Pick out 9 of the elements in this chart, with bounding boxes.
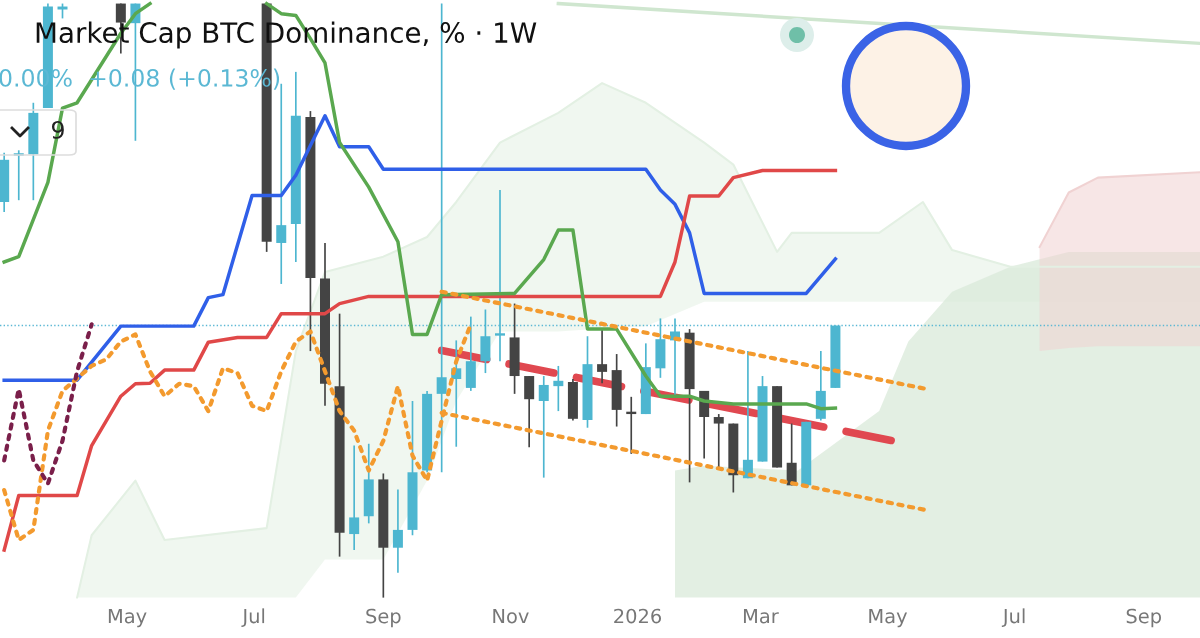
x-tick-label: Sep bbox=[366, 608, 401, 628]
x-tick-label: Mar bbox=[743, 608, 779, 624]
x-tick-label: Nov bbox=[493, 608, 529, 624]
x-tick-label: May bbox=[869, 608, 908, 628]
x-tick-label: Jul bbox=[241, 608, 265, 627]
x-tick-label: May bbox=[108, 608, 147, 628]
x-tick-label: Jul bbox=[1001, 608, 1025, 627]
x-tick-label: Sep bbox=[1126, 608, 1162, 628]
x-tick-label: 2026 bbox=[614, 608, 662, 624]
